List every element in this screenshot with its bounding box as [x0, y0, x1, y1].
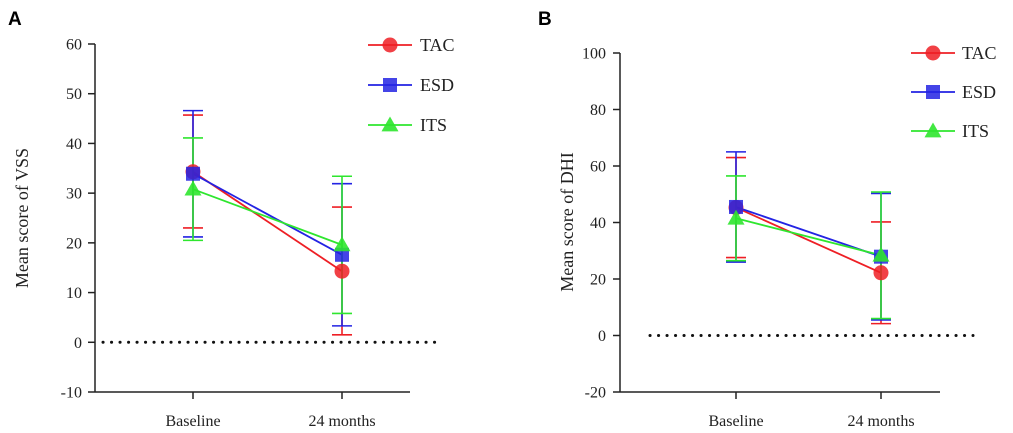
x-tick-label-b-1: 24 months: [847, 413, 914, 430]
y-tick-label-b-4: 60: [590, 159, 606, 176]
legend-b: TAC ESD ITS: [911, 43, 997, 141]
legend-marker-b-esd: [926, 85, 940, 99]
legend-marker-b-its: [924, 122, 942, 138]
series-line-a-tac: [192, 171, 343, 272]
legend-a: TAC ESD ITS: [368, 35, 455, 135]
legend-marker-b-tac: [925, 45, 941, 61]
y-tick-label-a-1: 0: [74, 335, 82, 352]
legend-marker-a-its: [381, 116, 399, 132]
legend-label-b-tac: TAC: [962, 43, 997, 63]
y-axis-title-b: Mean score of DHI: [557, 152, 577, 291]
y-tick-label-a-6: 50: [66, 86, 82, 103]
y-tick-label-a-2: 10: [66, 285, 82, 302]
y-tick-label-a-0: -10: [61, 385, 82, 402]
series-line-a-its: [192, 188, 343, 246]
legend-item-b-esd: ESD: [911, 82, 996, 102]
series-line-b-tac: [735, 206, 882, 274]
series-line-b-its: [735, 217, 882, 257]
legend-marker-a-tac: [382, 37, 398, 53]
panel-b: B Mean score of DHI -20 0 20 40 60 80 100 Base…: [538, 9, 997, 430]
y-tick-label-a-7: 60: [66, 37, 82, 54]
point-b-esd-0: [729, 199, 743, 214]
x-tick-label-a-0: Baseline: [165, 413, 220, 430]
point-a-esd-1: [335, 247, 349, 262]
legend-item-b-its: ITS: [911, 121, 989, 141]
point-b-its-1: [872, 246, 890, 262]
legend-label-b-esd: ESD: [962, 82, 996, 102]
point-b-its-0: [727, 209, 745, 225]
x-tick-label-b-0: Baseline: [708, 413, 763, 430]
y-tick-label-b-3: 40: [590, 215, 606, 232]
legend-label-a-esd: ESD: [420, 75, 454, 95]
y-tick-label-a-5: 40: [66, 136, 82, 153]
panel-a: A Mean score of VSS -10 0 10 20 30 40 50 60 Bas…: [8, 9, 455, 430]
legend-item-a-tac: TAC: [368, 35, 455, 55]
y-tick-label-a-4: 30: [66, 186, 82, 203]
legend-item-a-its: ITS: [368, 115, 447, 135]
point-a-esd-0: [186, 166, 200, 181]
y-tick-label-a-3: 20: [66, 235, 82, 252]
panel-label-a: A: [8, 9, 22, 30]
legend-marker-a-esd: [383, 78, 397, 92]
y-tick-label-b-6: 100: [582, 46, 606, 63]
legend-label-a-its: ITS: [420, 115, 447, 135]
y-tick-label-b-5: 80: [590, 102, 606, 119]
y-tick-label-b-0: -20: [585, 385, 606, 402]
point-b-tac-1: [873, 265, 889, 281]
legend-item-a-esd: ESD: [368, 75, 454, 95]
y-axis-title-a: Mean score of VSS: [12, 148, 32, 288]
y-tick-label-b-2: 20: [590, 272, 606, 289]
point-a-its-1: [333, 236, 351, 252]
point-a-tac-1: [334, 263, 350, 279]
legend-label-b-its: ITS: [962, 121, 989, 141]
point-a-its-0: [184, 180, 202, 196]
x-tick-label-a-1: 24 months: [308, 413, 375, 430]
legend-item-b-tac: TAC: [911, 43, 997, 63]
panel-label-b: B: [538, 9, 552, 30]
series-line-a-esd: [192, 172, 343, 256]
legend-label-a-tac: TAC: [420, 35, 455, 55]
y-tick-label-b-1: 0: [598, 328, 606, 345]
